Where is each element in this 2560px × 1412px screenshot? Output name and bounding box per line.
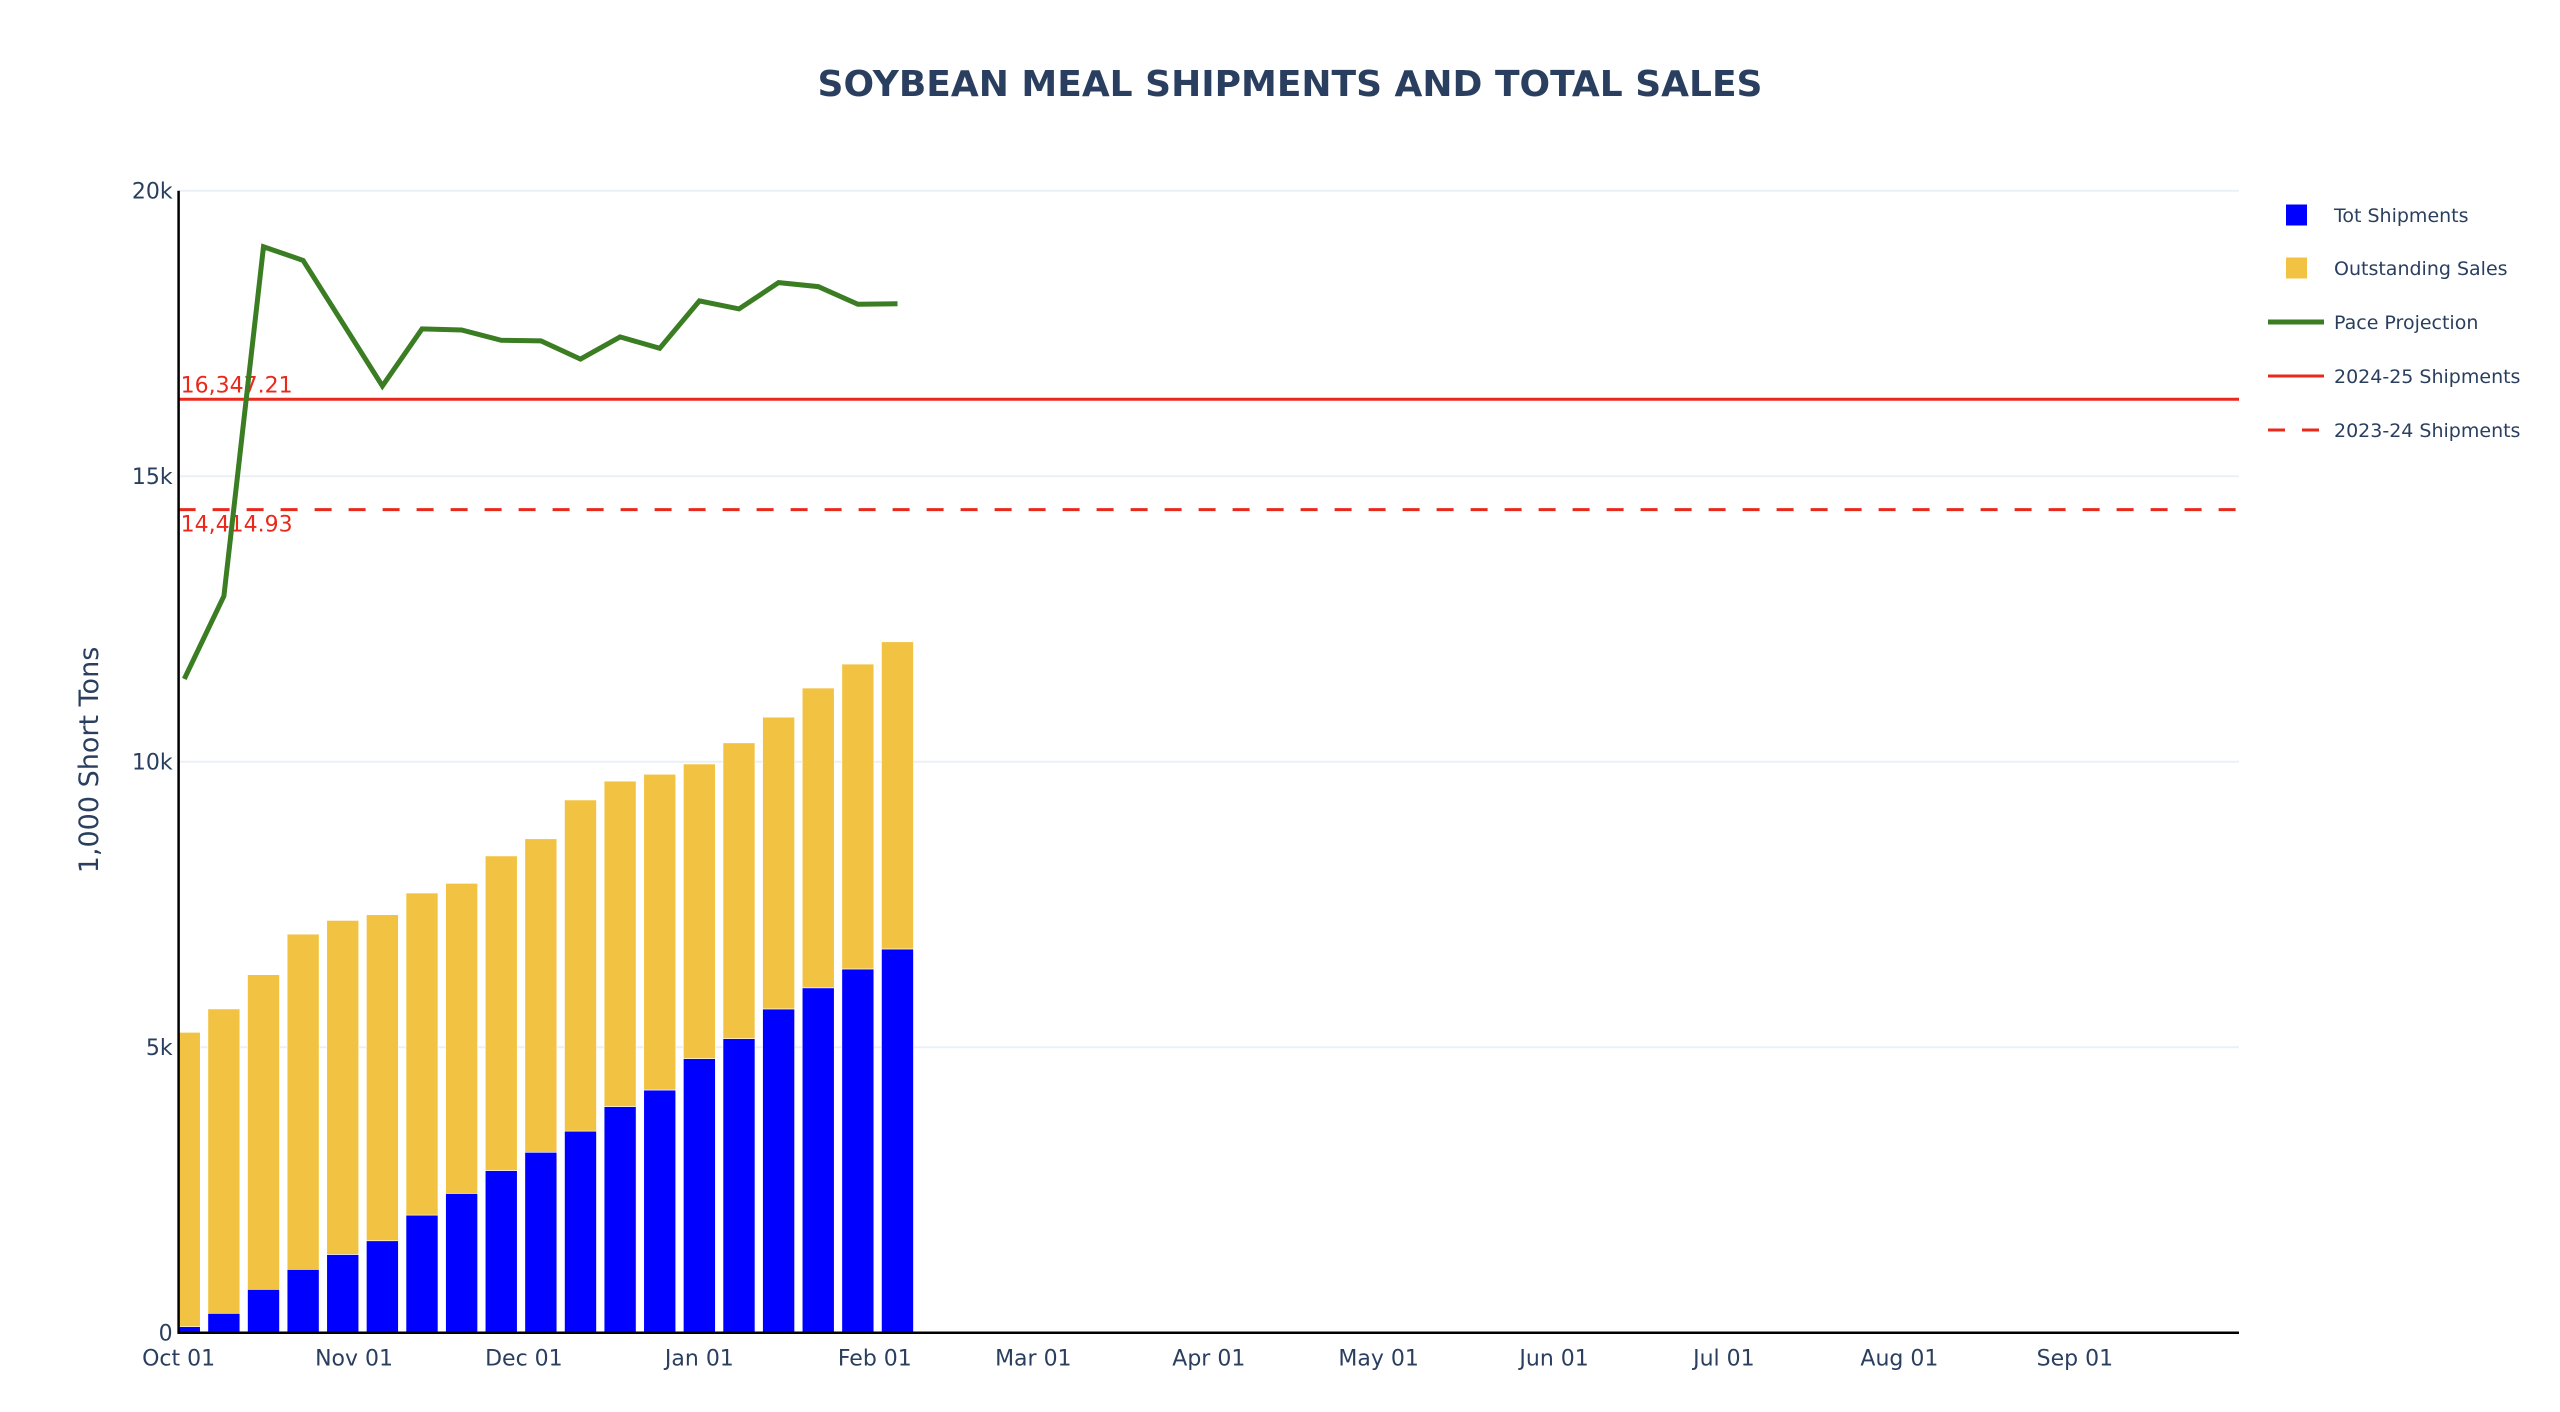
y-tick-label: 5k bbox=[146, 1036, 173, 1061]
x-tick-label: Jul 01 bbox=[1691, 1347, 1755, 1372]
bar-outstanding-sales bbox=[603, 780, 637, 1107]
x-tick-label: Aug 01 bbox=[1860, 1347, 1938, 1372]
gridlines bbox=[178, 189, 2239, 1049]
legend-label: 2024-25 Shipments bbox=[2334, 366, 2520, 388]
bar-outstanding-sales bbox=[445, 883, 478, 1194]
bar-tot-shipments bbox=[524, 1151, 558, 1333]
bar-outstanding-sales bbox=[841, 663, 875, 970]
bar-tot-shipments bbox=[643, 1089, 677, 1333]
annotation-2023-24: 14,414.93 bbox=[181, 513, 293, 538]
legend-label: Pace Projection bbox=[2334, 312, 2478, 334]
bar-tot-shipments bbox=[564, 1130, 597, 1333]
annotation-2024-25: 16,347.21 bbox=[181, 373, 293, 398]
x-tick-label: Dec 01 bbox=[485, 1347, 563, 1372]
bar-tot-shipments bbox=[683, 1058, 716, 1333]
bar-outstanding-sales bbox=[683, 763, 716, 1059]
bar-tot-shipments bbox=[841, 968, 875, 1333]
bar-outstanding-sales bbox=[564, 799, 597, 1132]
y-axis-title: 1,000 Short Tons bbox=[74, 647, 105, 874]
legend-2023-24-shipments: 2023-24 Shipments bbox=[2268, 420, 2520, 442]
bar-outstanding-sales bbox=[247, 974, 280, 1290]
bar-outstanding-sales bbox=[762, 716, 795, 1010]
legend-pace-projection: Pace Projection bbox=[2268, 312, 2478, 334]
x-tick-label: Mar 01 bbox=[995, 1347, 1072, 1372]
x-tick-label: Nov 01 bbox=[315, 1347, 393, 1372]
reference-lines: 16,347.21 14,414.93 bbox=[178, 373, 2239, 538]
bar-tot-shipments bbox=[722, 1038, 756, 1333]
bar-outstanding-sales bbox=[722, 742, 756, 1039]
x-tick-label: Oct 01 bbox=[142, 1347, 215, 1372]
bar-tot-shipments bbox=[247, 1289, 280, 1333]
bar-tot-shipments bbox=[762, 1008, 795, 1333]
y-tick-labels: 0 5k 10k 15k 20k bbox=[132, 180, 173, 1347]
bar-outstanding-sales bbox=[524, 838, 558, 1153]
bar-outstanding-sales bbox=[207, 1008, 241, 1314]
bars bbox=[178, 641, 914, 1333]
legend-label: Tot Shipments bbox=[2333, 205, 2469, 227]
y-tick-label: 20k bbox=[132, 180, 173, 205]
bar-outstanding-sales bbox=[178, 1032, 201, 1328]
x-tick-label: May 01 bbox=[1338, 1347, 1418, 1372]
bar-tot-shipments bbox=[366, 1240, 399, 1333]
bar-tot-shipments bbox=[326, 1254, 360, 1333]
legend-label: Outstanding Sales bbox=[2334, 258, 2508, 280]
y-tick-label: 10k bbox=[132, 751, 173, 776]
legend: Tot Shipments Outstanding Sales Pace Proje… bbox=[2268, 204, 2520, 442]
bar-tot-shipments bbox=[445, 1193, 478, 1333]
bar-outstanding-sales bbox=[286, 933, 320, 1270]
pace-line-group bbox=[182, 243, 898, 680]
y-tick-label: 0 bbox=[159, 1322, 173, 1347]
bar-outstanding-sales bbox=[366, 914, 399, 1242]
legend-label: 2023-24 Shipments bbox=[2334, 420, 2520, 442]
legend-tot-shipments: Tot Shipments bbox=[2286, 204, 2469, 227]
y-tick-label: 15k bbox=[132, 465, 173, 490]
bar-outstanding-sales bbox=[643, 773, 677, 1091]
chart-title: SOYBEAN MEAL SHIPMENTS AND TOTAL SALES bbox=[818, 64, 1763, 105]
bar-tot-shipments bbox=[801, 987, 835, 1333]
legend-swatch-icon bbox=[2286, 204, 2307, 226]
bar-tot-shipments bbox=[881, 948, 914, 1333]
bar-tot-shipments bbox=[405, 1214, 439, 1333]
legend-outstanding-sales: Outstanding Sales bbox=[2286, 257, 2508, 280]
pace-projection-line bbox=[182, 243, 898, 680]
x-tick-label: Feb 01 bbox=[838, 1347, 912, 1372]
axes bbox=[177, 190, 2239, 1334]
x-tick-label: Sep 01 bbox=[2037, 1347, 2113, 1372]
bar-tot-shipments bbox=[484, 1170, 518, 1333]
bar-tot-shipments bbox=[207, 1312, 241, 1333]
bar-outstanding-sales bbox=[326, 920, 360, 1255]
bar-tot-shipments bbox=[286, 1269, 320, 1333]
x-tick-label: Jun 01 bbox=[1517, 1347, 1588, 1372]
x-tick-label: Apr 01 bbox=[1172, 1347, 1245, 1372]
bar-outstanding-sales bbox=[881, 641, 914, 950]
bar-tot-shipments bbox=[603, 1106, 637, 1333]
x-tick-labels: Oct 01 Nov 01 Dec 01 Jan 01 Feb 01 Mar 01 Apr … bbox=[142, 1347, 2113, 1372]
legend-2024-25-shipments: 2024-25 Shipments bbox=[2268, 366, 2520, 388]
bar-outstanding-sales bbox=[405, 892, 439, 1216]
x-tick-label: Jan 01 bbox=[663, 1347, 734, 1372]
legend-swatch-icon bbox=[2286, 257, 2307, 279]
bar-outstanding-sales bbox=[484, 855, 518, 1171]
bar-outstanding-sales bbox=[801, 687, 835, 989]
